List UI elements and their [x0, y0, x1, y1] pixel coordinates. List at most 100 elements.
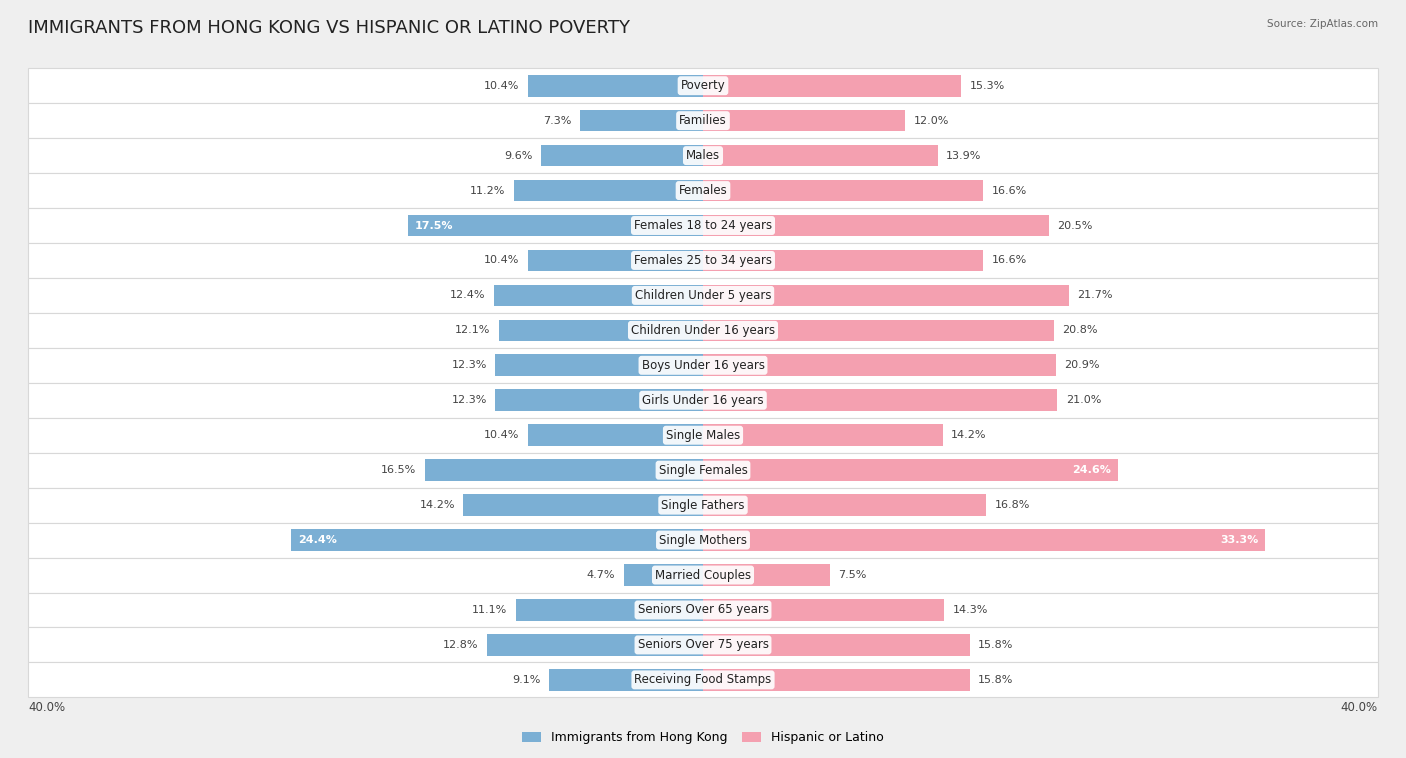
Bar — [703, 110, 905, 131]
Bar — [28, 418, 1378, 453]
Text: Single Mothers: Single Mothers — [659, 534, 747, 547]
Bar — [28, 593, 1378, 628]
Bar — [703, 145, 938, 167]
Bar — [28, 173, 1378, 208]
Bar — [624, 564, 703, 586]
Text: 10.4%: 10.4% — [484, 80, 519, 91]
Bar — [28, 628, 1378, 662]
Text: Single Females: Single Females — [658, 464, 748, 477]
Text: Children Under 16 years: Children Under 16 years — [631, 324, 775, 337]
Bar — [703, 75, 962, 96]
Bar — [703, 634, 970, 656]
Bar — [464, 494, 703, 516]
Text: Source: ZipAtlas.com: Source: ZipAtlas.com — [1267, 19, 1378, 29]
Text: Married Couples: Married Couples — [655, 568, 751, 581]
Text: 14.2%: 14.2% — [950, 431, 987, 440]
Bar — [515, 180, 703, 202]
Text: 14.2%: 14.2% — [419, 500, 456, 510]
Bar — [703, 564, 830, 586]
Bar — [703, 494, 987, 516]
Text: 17.5%: 17.5% — [415, 221, 453, 230]
Bar — [28, 103, 1378, 138]
Text: Receiving Food Stamps: Receiving Food Stamps — [634, 673, 772, 687]
Bar — [28, 313, 1378, 348]
Text: Families: Families — [679, 114, 727, 127]
Bar — [527, 424, 703, 446]
Text: 14.3%: 14.3% — [953, 605, 988, 615]
Text: 12.0%: 12.0% — [914, 116, 949, 126]
Text: Females 25 to 34 years: Females 25 to 34 years — [634, 254, 772, 267]
Text: 16.6%: 16.6% — [991, 255, 1026, 265]
Text: IMMIGRANTS FROM HONG KONG VS HISPANIC OR LATINO POVERTY: IMMIGRANTS FROM HONG KONG VS HISPANIC OR… — [28, 19, 630, 37]
Text: 10.4%: 10.4% — [484, 255, 519, 265]
Text: 12.1%: 12.1% — [456, 325, 491, 335]
Bar — [550, 669, 703, 691]
Text: 10.4%: 10.4% — [484, 431, 519, 440]
Bar — [703, 459, 1118, 481]
Bar — [516, 599, 703, 621]
Text: Single Fathers: Single Fathers — [661, 499, 745, 512]
Bar — [703, 529, 1265, 551]
Bar — [486, 634, 703, 656]
Bar — [28, 243, 1378, 278]
Bar — [703, 355, 1056, 376]
Bar — [579, 110, 703, 131]
Text: 15.3%: 15.3% — [970, 80, 1005, 91]
Bar — [495, 390, 703, 411]
Bar — [28, 487, 1378, 522]
Bar — [28, 453, 1378, 487]
Bar — [541, 145, 703, 167]
Bar — [527, 75, 703, 96]
Text: 9.1%: 9.1% — [513, 675, 541, 685]
Text: 16.8%: 16.8% — [995, 500, 1031, 510]
Text: 13.9%: 13.9% — [946, 151, 981, 161]
Text: 7.5%: 7.5% — [838, 570, 866, 580]
Bar — [499, 320, 703, 341]
Text: 16.6%: 16.6% — [991, 186, 1026, 196]
Bar — [703, 320, 1054, 341]
Bar — [703, 424, 942, 446]
Bar — [703, 390, 1057, 411]
Text: 20.5%: 20.5% — [1057, 221, 1092, 230]
Text: 4.7%: 4.7% — [586, 570, 616, 580]
Text: 12.3%: 12.3% — [451, 395, 486, 406]
Bar — [527, 249, 703, 271]
Bar — [703, 284, 1069, 306]
Bar — [28, 558, 1378, 593]
Text: 15.8%: 15.8% — [979, 675, 1014, 685]
Bar — [28, 208, 1378, 243]
Text: 20.8%: 20.8% — [1063, 325, 1098, 335]
Bar — [28, 522, 1378, 558]
Text: 11.2%: 11.2% — [470, 186, 506, 196]
Text: 9.6%: 9.6% — [505, 151, 533, 161]
Text: Single Males: Single Males — [666, 429, 740, 442]
Text: Females 18 to 24 years: Females 18 to 24 years — [634, 219, 772, 232]
Text: 33.3%: 33.3% — [1220, 535, 1258, 545]
Text: Females: Females — [679, 184, 727, 197]
Bar — [28, 662, 1378, 697]
Text: 21.7%: 21.7% — [1077, 290, 1114, 300]
Text: 21.0%: 21.0% — [1066, 395, 1101, 406]
Text: 12.8%: 12.8% — [443, 640, 478, 650]
Bar — [703, 180, 983, 202]
Bar — [28, 138, 1378, 173]
Text: Girls Under 16 years: Girls Under 16 years — [643, 393, 763, 407]
Bar — [494, 284, 703, 306]
Bar — [703, 215, 1049, 236]
Text: 24.4%: 24.4% — [298, 535, 337, 545]
Text: Children Under 5 years: Children Under 5 years — [634, 289, 772, 302]
Legend: Immigrants from Hong Kong, Hispanic or Latino: Immigrants from Hong Kong, Hispanic or L… — [522, 731, 884, 744]
Text: 20.9%: 20.9% — [1064, 360, 1099, 371]
Bar — [408, 215, 703, 236]
Text: 12.4%: 12.4% — [450, 290, 485, 300]
Text: Boys Under 16 years: Boys Under 16 years — [641, 359, 765, 372]
Bar — [28, 383, 1378, 418]
Bar — [28, 348, 1378, 383]
Text: Males: Males — [686, 149, 720, 162]
Text: 11.1%: 11.1% — [472, 605, 508, 615]
Text: 40.0%: 40.0% — [1341, 701, 1378, 714]
Bar — [28, 68, 1378, 103]
Bar — [291, 529, 703, 551]
Text: 40.0%: 40.0% — [28, 701, 65, 714]
Bar — [703, 669, 970, 691]
